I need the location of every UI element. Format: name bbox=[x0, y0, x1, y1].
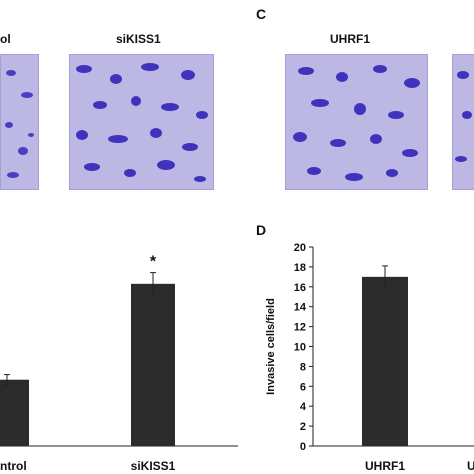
x-tick-label-0: UHRF1 bbox=[365, 459, 405, 473]
panel-a-control-label: ol bbox=[0, 32, 11, 46]
x-tick-label-0: ntrol bbox=[0, 459, 27, 473]
chart-d: 0 2 4 6 8 10 12 14 16 18 20 Invasive cells/field UHR… bbox=[265, 242, 474, 473]
panel-a-siKISS1-label: siKISS1 bbox=[116, 32, 161, 46]
bar-0 bbox=[362, 276, 408, 446]
y-tick-label-10: 20 bbox=[294, 242, 306, 254]
micrograph-siKISS1 bbox=[69, 54, 214, 190]
panel-letter-d: D bbox=[256, 222, 267, 238]
micrograph-UHRF1-cells bbox=[293, 65, 420, 181]
micrograph-control-cells bbox=[5, 70, 34, 178]
panel-letter-c: C bbox=[256, 6, 267, 22]
y-tick-label-0: 0 bbox=[300, 441, 306, 453]
y-tick-label-2: 4 bbox=[300, 401, 307, 413]
y-tick-label-4: 8 bbox=[300, 361, 306, 373]
significance-marker-1: * bbox=[150, 254, 157, 271]
y-axis-label: Invasive cells/field bbox=[265, 298, 277, 395]
y-tick-label-1: 2 bbox=[300, 421, 306, 433]
y-tick-label-9: 18 bbox=[294, 262, 306, 274]
micrograph-control bbox=[0, 54, 39, 190]
micrograph-cropped-right-cells bbox=[455, 71, 472, 162]
y-tick-label-6: 12 bbox=[294, 322, 306, 334]
y-tick-label-5: 10 bbox=[294, 342, 306, 354]
chart-b: ntrol * siKISS1 bbox=[0, 254, 238, 473]
bar-0 bbox=[0, 379, 29, 446]
y-tick-label-3: 6 bbox=[300, 381, 306, 393]
y-tick-label-8: 16 bbox=[294, 282, 306, 294]
x-tick-label-1: U bbox=[467, 459, 474, 473]
x-tick-label-1: siKISS1 bbox=[131, 459, 176, 473]
bar-1 bbox=[131, 283, 175, 446]
micrograph-cropped-right bbox=[452, 54, 474, 190]
micrograph-siKISS1-cells bbox=[76, 63, 208, 182]
micrograph-UHRF1 bbox=[285, 54, 428, 190]
panel-c-UHRF1-label: UHRF1 bbox=[330, 32, 371, 46]
y-tick-label-7: 14 bbox=[294, 302, 307, 314]
